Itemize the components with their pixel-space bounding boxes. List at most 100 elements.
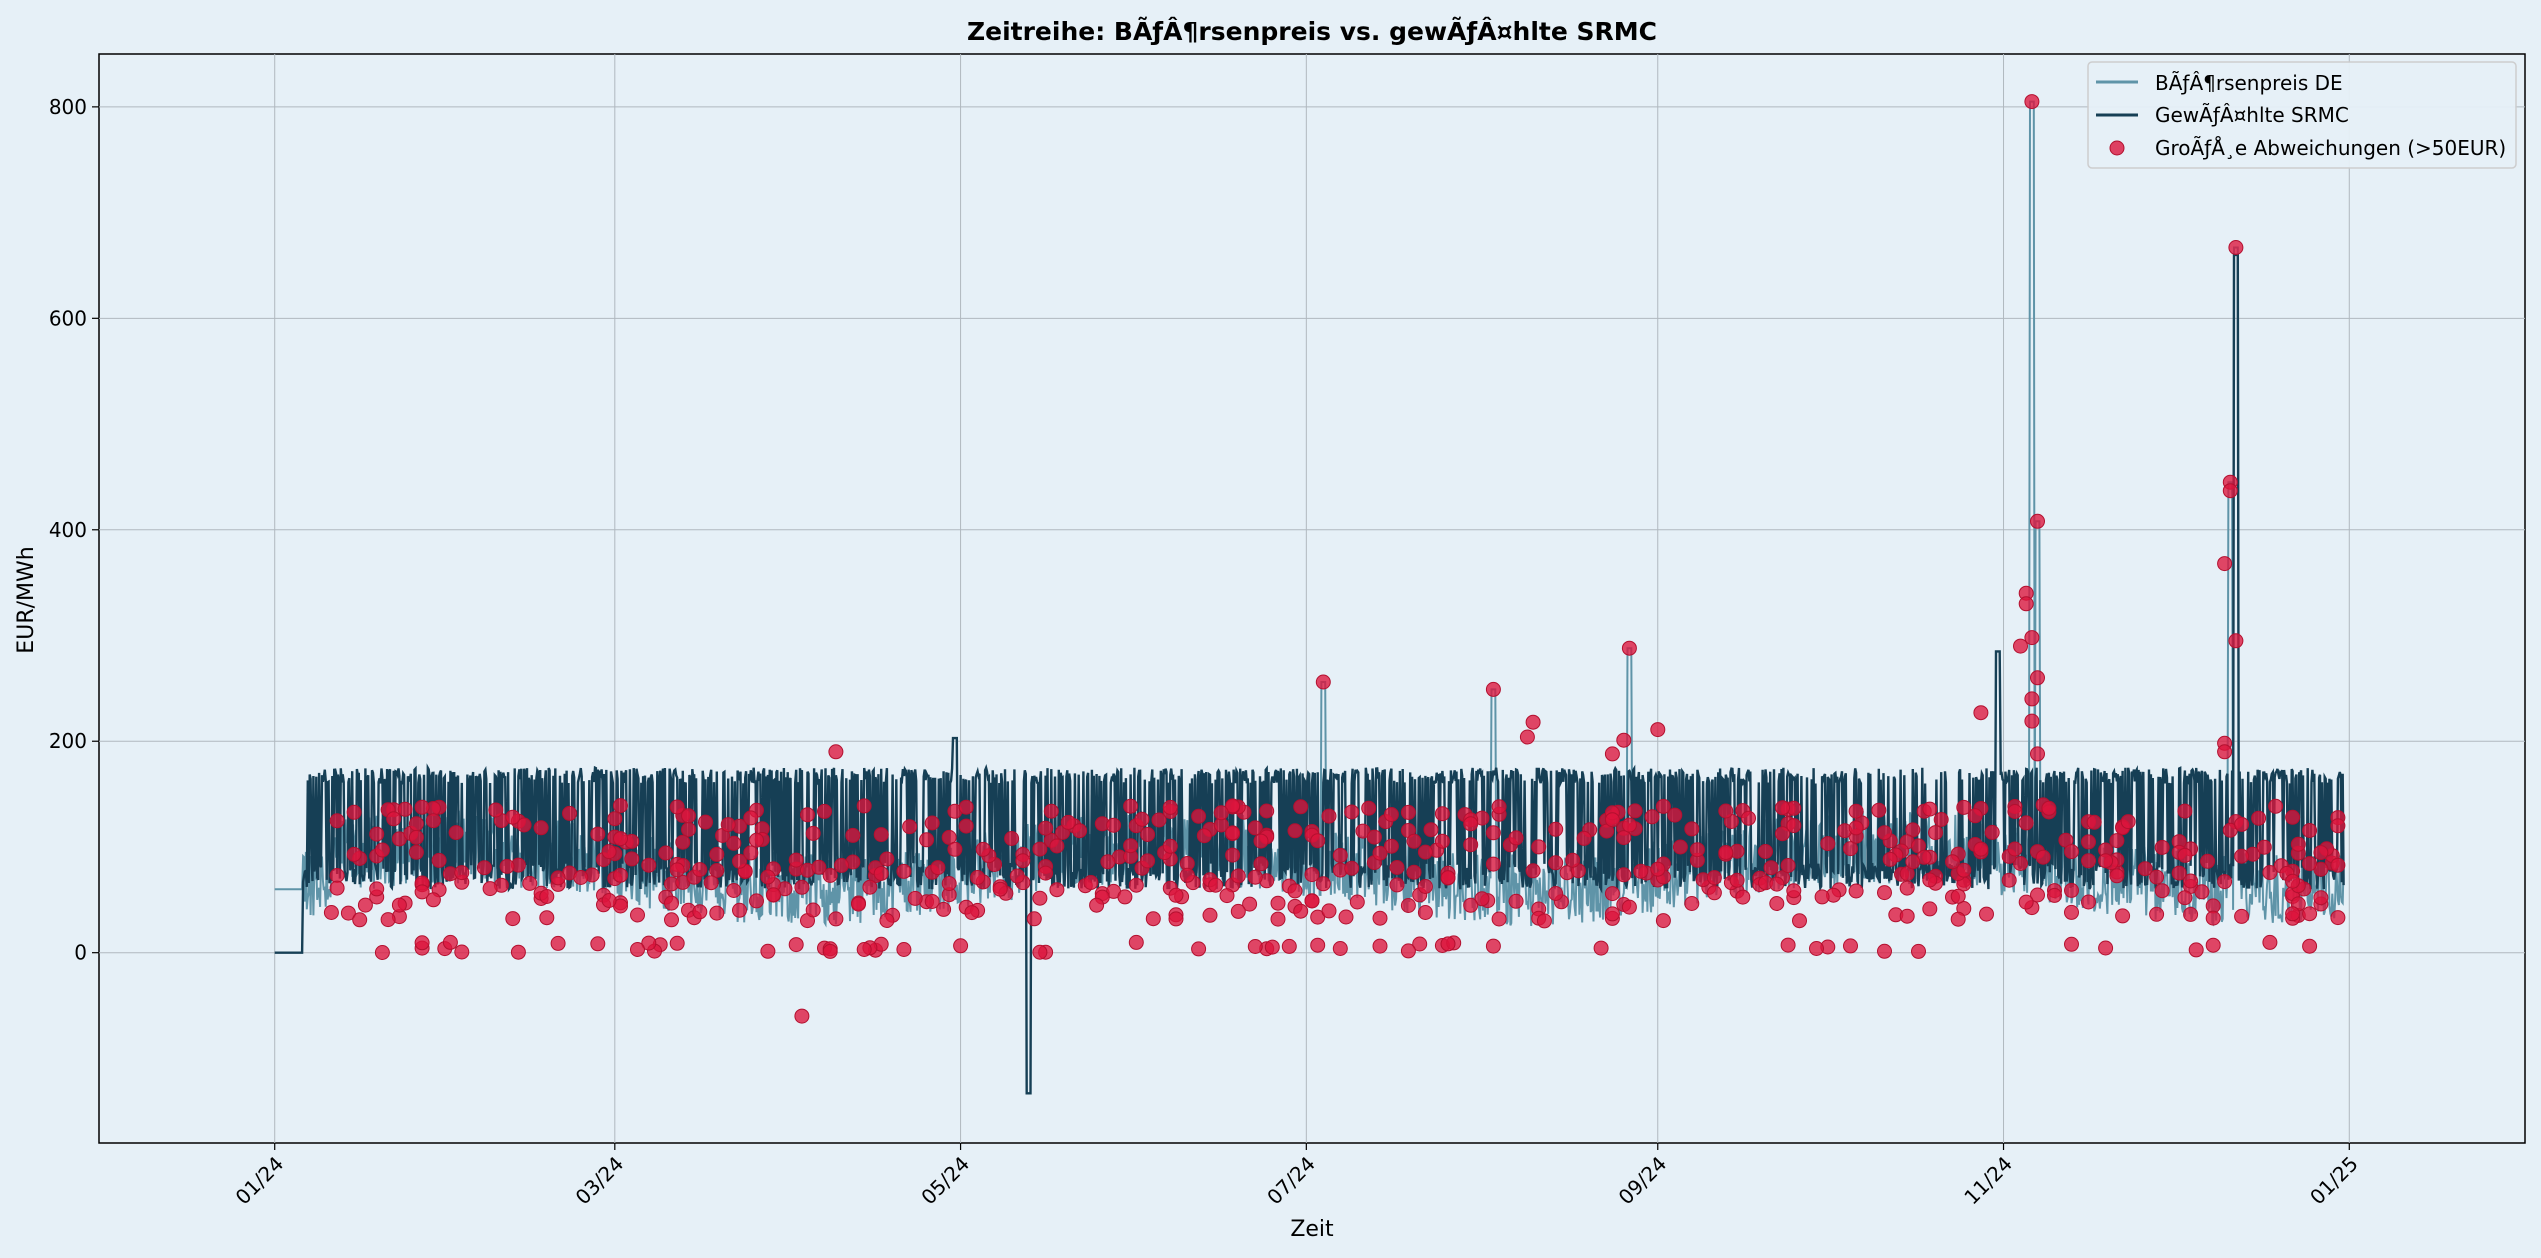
deviation-point — [2109, 868, 2125, 884]
deviation-point — [794, 1008, 810, 1024]
deviation-point — [476, 860, 492, 876]
deviation-point — [1973, 841, 1989, 857]
deviation-point — [1406, 833, 1422, 849]
deviation-point — [709, 905, 725, 921]
deviation-point — [1684, 896, 1700, 911]
deviation-point — [1372, 910, 1388, 926]
deviation-point — [2313, 890, 2329, 906]
deviation-point — [1366, 829, 1382, 845]
deviation-point — [2030, 670, 2045, 686]
deviation-point — [601, 893, 617, 908]
deviation-point — [698, 814, 713, 830]
deviation-point — [2177, 803, 2193, 819]
deviation-point — [2086, 814, 2102, 830]
deviation-point — [1536, 913, 1552, 929]
deviation-point — [924, 894, 940, 909]
deviation-point — [2234, 848, 2250, 864]
deviation-point — [1463, 897, 1479, 913]
deviation-point — [1140, 827, 1156, 842]
deviation-point — [845, 827, 861, 843]
deviation-point — [510, 944, 526, 960]
deviation-point — [2013, 856, 2028, 871]
deviation-point — [941, 829, 957, 845]
deviation-point — [1706, 885, 1722, 901]
deviation-point — [743, 845, 759, 861]
deviation-point — [862, 879, 878, 895]
deviation-point — [1225, 825, 1241, 841]
deviation-point — [1933, 812, 1949, 827]
deviation-point — [1474, 891, 1490, 907]
deviation-point — [630, 907, 645, 923]
legend-swatch-deviation — [2109, 140, 2125, 156]
deviation-point — [1089, 897, 1105, 913]
deviation-point — [1877, 825, 1892, 841]
deviation-point — [1270, 911, 1286, 927]
deviation-point — [1196, 828, 1212, 844]
deviation-point — [2177, 890, 2193, 906]
deviation-point — [936, 901, 952, 917]
deviation-point — [1786, 818, 1802, 834]
deviation-point — [1332, 941, 1348, 956]
deviation-point — [1956, 862, 1972, 878]
deviation-point — [822, 943, 838, 959]
deviation-point — [1735, 889, 1751, 905]
deviation-point — [1548, 821, 1564, 837]
deviation-point — [1344, 804, 1360, 820]
grid-lines — [99, 54, 2525, 1143]
deviation-point — [1310, 909, 1326, 925]
deviation-point — [1332, 847, 1348, 863]
deviation-point — [709, 846, 725, 862]
deviation-point — [1655, 913, 1671, 929]
deviation-point — [709, 863, 725, 878]
legend: BÃƒÂ¶rsenpreis DE GewÃƒÂ¤hlte SRMC GroÃƒ… — [2087, 61, 2517, 169]
deviation-point — [1151, 812, 1167, 828]
deviation-point — [1315, 674, 1331, 690]
deviation-point — [2041, 800, 2057, 816]
deviation-point — [1230, 903, 1246, 919]
deviation-point — [1253, 833, 1269, 849]
deviation-point — [2154, 883, 2170, 899]
deviation-point — [2064, 844, 2079, 860]
deviation-point — [1548, 886, 1564, 901]
deviation-point — [562, 805, 577, 821]
deviation-point — [1225, 798, 1241, 814]
deviation-point — [1780, 937, 1796, 953]
deviation-point — [879, 913, 895, 928]
deviation-point — [329, 880, 345, 896]
deviation-point — [1287, 883, 1303, 899]
deviation-point — [1162, 838, 1178, 854]
deviation-point — [1293, 799, 1309, 815]
deviation-point — [1508, 893, 1524, 909]
deviation-point — [2205, 910, 2221, 926]
deviation-point — [2081, 894, 2096, 910]
deviation-point — [1434, 833, 1450, 849]
deviation-point — [1848, 820, 1864, 836]
deviation-point — [1604, 746, 1620, 762]
deviation-point — [947, 841, 963, 857]
deviation-point — [2149, 869, 2165, 885]
deviation-point — [1400, 804, 1416, 820]
deviation-point — [408, 829, 424, 845]
deviation-point — [2188, 942, 2204, 958]
deviation-point — [1945, 854, 1960, 870]
deviation-point — [1769, 876, 1785, 892]
deviation-point — [1253, 856, 1269, 872]
deviation-point — [533, 820, 549, 836]
deviation-point — [1038, 865, 1054, 881]
deviation-point — [641, 857, 657, 873]
deviation-point — [414, 799, 430, 815]
deviation-point — [658, 845, 674, 861]
deviation-point — [601, 844, 617, 860]
deviation-point — [1208, 877, 1224, 893]
deviation-point — [2194, 884, 2210, 900]
deviation-point — [1049, 882, 1065, 898]
deviation-point — [664, 895, 679, 911]
deviation-point — [1145, 911, 1161, 927]
deviation-point — [352, 912, 368, 928]
deviation-point — [1604, 906, 1620, 922]
deviation-point — [1434, 806, 1450, 822]
deviation-point — [2217, 744, 2233, 760]
deviation-point — [873, 827, 889, 843]
deviation-point — [374, 945, 390, 960]
deviation-point — [2330, 857, 2346, 873]
